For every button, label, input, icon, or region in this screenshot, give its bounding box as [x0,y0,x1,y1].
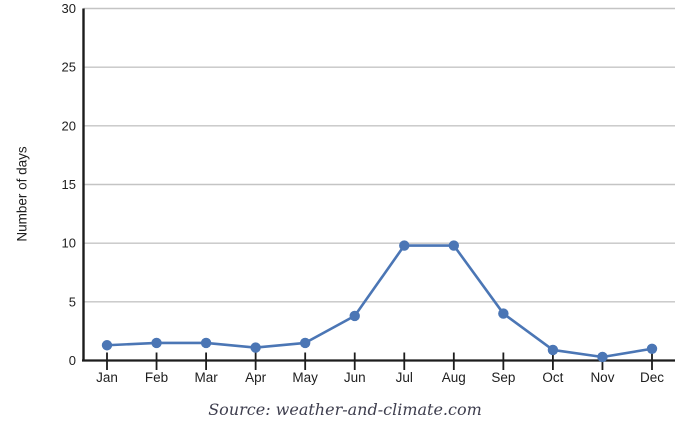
data-point [547,344,559,356]
x-tick-label: Feb [145,370,168,385]
x-tick-label: Mar [194,370,218,385]
data-point [250,342,261,353]
data-point [646,343,658,354]
y-tick-label: 5 [69,294,76,309]
data-point [349,310,360,322]
data-point [597,351,608,363]
data-point [299,337,311,349]
y-tick-label: 25 [62,60,76,75]
y-tick-label: 10 [62,236,76,251]
data-point [498,308,509,319]
y-tick-label: 20 [62,118,76,133]
y-tick-label: 15 [62,177,76,192]
x-tick-label: Apr [245,370,267,385]
x-tick-label: Jan [96,370,118,385]
x-tick-label: Sep [491,370,515,385]
x-tick-label: Jun [344,370,366,385]
data-point [399,240,410,251]
x-tick-label: Oct [542,370,563,385]
data-point [200,337,212,349]
x-tick-label: Aug [442,370,466,385]
data-line [105,244,654,359]
x-tick-label: May [292,370,318,385]
data-point [151,337,162,349]
y-tick-label: 30 [62,1,76,16]
x-tick-label: Dec [640,370,664,385]
x-tick-label: Jul [396,370,413,385]
x-tick-label: Nov [590,370,614,385]
y-tick-label: 0 [69,353,76,368]
data-point [101,340,113,351]
data-point [448,240,460,251]
source-caption: Source: weather-and-climate.com [208,400,482,419]
